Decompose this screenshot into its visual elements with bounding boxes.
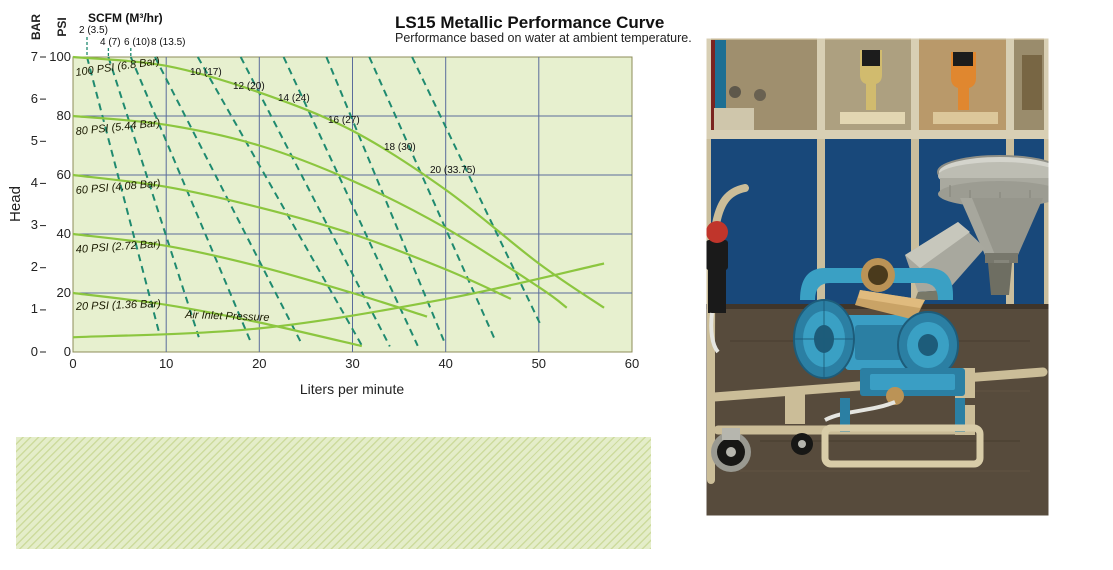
svg-text:80: 80 [57,108,71,123]
svg-text:PSI: PSI [55,17,69,36]
svg-text:6 (10): 6 (10) [124,37,150,48]
svg-text:1: 1 [31,301,38,316]
svg-text:Head: Head [7,186,24,222]
svg-text:2: 2 [31,259,38,274]
svg-text:3: 3 [31,217,38,232]
svg-text:60: 60 [57,167,71,182]
svg-text:Performance based on water at: Performance based on water at ambient te… [395,31,692,45]
svg-text:20: 20 [57,285,71,300]
svg-text:20 (33.75): 20 (33.75) [430,165,476,176]
svg-text:30: 30 [345,356,359,371]
svg-text:5: 5 [31,133,38,148]
svg-text:BAR: BAR [29,14,43,40]
svg-text:14 (24): 14 (24) [278,93,310,104]
svg-text:50: 50 [532,356,546,371]
svg-text:7: 7 [31,49,38,64]
svg-text:2 (3.5): 2 (3.5) [79,25,108,36]
svg-text:60: 60 [625,356,639,371]
svg-text:18 (30): 18 (30) [384,142,416,153]
svg-text:0: 0 [69,356,76,371]
svg-text:10 (17): 10 (17) [190,67,222,78]
svg-text:20: 20 [252,356,266,371]
svg-text:Liters per minute: Liters per minute [300,381,404,397]
svg-text:10: 10 [159,356,173,371]
svg-text:16 (27): 16 (27) [328,115,360,126]
svg-text:LS15 Metallic Performance Curv: LS15 Metallic Performance Curve [395,13,664,32]
svg-text:4: 4 [31,175,38,190]
svg-text:40: 40 [438,356,452,371]
svg-text:8 (13.5): 8 (13.5) [151,37,185,48]
svg-text:12 (20): 12 (20) [233,81,265,92]
svg-text:4 (7): 4 (7) [100,37,121,48]
svg-text:100: 100 [49,49,71,64]
svg-text:0: 0 [31,344,38,359]
svg-text:SCFM (M³/hr): SCFM (M³/hr) [88,11,163,25]
svg-text:40: 40 [57,226,71,241]
svg-text:6: 6 [31,91,38,106]
